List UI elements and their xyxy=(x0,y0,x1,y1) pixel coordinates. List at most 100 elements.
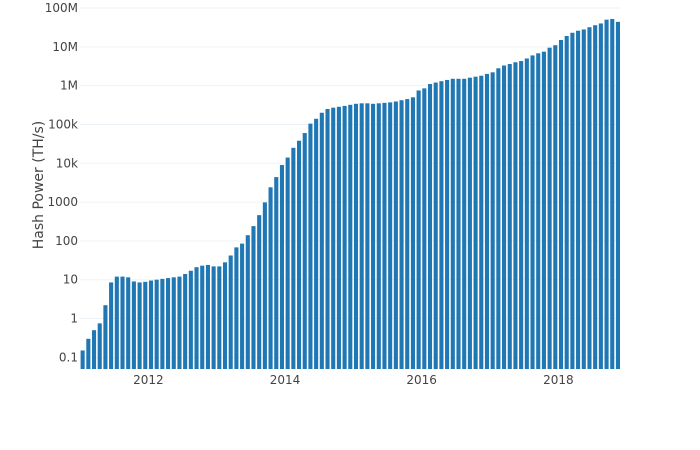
bar xyxy=(564,35,569,370)
bar xyxy=(279,165,285,369)
bar xyxy=(405,99,410,369)
bar xyxy=(570,32,575,370)
bar xyxy=(131,281,136,369)
bar xyxy=(257,215,262,369)
bar xyxy=(348,104,353,369)
bar xyxy=(615,21,620,370)
bar xyxy=(211,266,216,369)
bar xyxy=(103,305,108,369)
bar xyxy=(331,107,336,369)
bar xyxy=(410,97,415,369)
bar xyxy=(268,187,273,369)
bar xyxy=(342,105,347,370)
y-tick-label: 0.1 xyxy=(59,350,78,364)
x-tick-label: 2018 xyxy=(543,373,574,387)
bar xyxy=(490,72,495,369)
bar xyxy=(479,75,484,369)
x-tick-label: 2012 xyxy=(133,373,164,387)
bar xyxy=(610,19,615,370)
bar xyxy=(114,276,119,369)
bar xyxy=(353,103,359,369)
bar xyxy=(109,282,114,369)
bar xyxy=(245,235,250,369)
bar xyxy=(598,23,603,369)
bar xyxy=(285,157,290,369)
bar xyxy=(183,274,188,369)
bar xyxy=(120,276,125,369)
bar xyxy=(388,102,393,369)
bar xyxy=(274,177,279,369)
bar xyxy=(462,78,467,369)
bar xyxy=(222,262,228,369)
x-tick-label: 2014 xyxy=(270,373,301,387)
bar-layer xyxy=(80,19,620,370)
bar xyxy=(530,55,535,370)
bar xyxy=(541,51,546,369)
bar xyxy=(126,277,131,369)
bar xyxy=(171,277,176,369)
bar xyxy=(502,65,507,369)
bar xyxy=(86,338,91,369)
bar xyxy=(467,77,472,369)
bar xyxy=(291,147,296,369)
bar xyxy=(524,58,529,369)
bar xyxy=(399,100,404,369)
y-tick-label: 100k xyxy=(48,117,78,131)
bar xyxy=(445,79,450,369)
bar xyxy=(604,19,609,370)
y-tick-label: 10M xyxy=(52,40,78,54)
bar xyxy=(91,330,97,369)
bar xyxy=(177,276,182,369)
bar xyxy=(200,265,205,369)
bar xyxy=(427,84,433,370)
bar xyxy=(547,47,552,370)
bar xyxy=(336,106,341,369)
x-axis-ticks: 2012 2014 2016 2018 xyxy=(133,373,574,387)
y-tick-label: 100 xyxy=(55,234,78,248)
bar xyxy=(587,27,592,370)
x-tick-label: 2016 xyxy=(406,373,437,387)
bar xyxy=(302,133,307,369)
bar xyxy=(194,267,199,369)
bar xyxy=(553,45,558,370)
bar xyxy=(217,266,222,369)
y-axis-ticks: 0.1 1 10 100 1000 10k 100k 1M 10M 100M xyxy=(45,1,78,364)
bar xyxy=(205,264,210,369)
bar xyxy=(422,88,427,370)
bar xyxy=(473,76,478,370)
bar xyxy=(80,350,85,369)
bar xyxy=(581,29,586,370)
bar xyxy=(148,280,154,369)
bar xyxy=(188,270,193,369)
bar xyxy=(450,78,455,369)
bar xyxy=(319,112,324,369)
y-tick-label: 10k xyxy=(56,156,78,170)
bar xyxy=(519,61,524,369)
bar xyxy=(558,39,564,369)
bar xyxy=(365,103,370,369)
bar xyxy=(166,278,171,369)
bar xyxy=(314,118,319,370)
y-tick-label: 1 xyxy=(70,312,78,326)
bar xyxy=(137,282,142,369)
y-tick-label: 100M xyxy=(45,1,78,15)
y-axis-title: Hash Power (TH/s) xyxy=(31,121,47,250)
bar xyxy=(262,202,267,369)
bar xyxy=(308,123,313,370)
bar xyxy=(376,103,381,369)
bar xyxy=(439,81,444,369)
bar xyxy=(154,279,159,369)
bar xyxy=(97,323,102,369)
bar xyxy=(251,226,256,369)
bar xyxy=(371,103,376,369)
bar xyxy=(160,278,165,369)
bar xyxy=(382,102,387,369)
y-tick-label: 1000 xyxy=(47,195,78,209)
bar xyxy=(393,101,398,369)
bar xyxy=(484,73,490,369)
bar xyxy=(325,108,330,370)
bar xyxy=(593,25,598,369)
bar xyxy=(513,62,518,369)
